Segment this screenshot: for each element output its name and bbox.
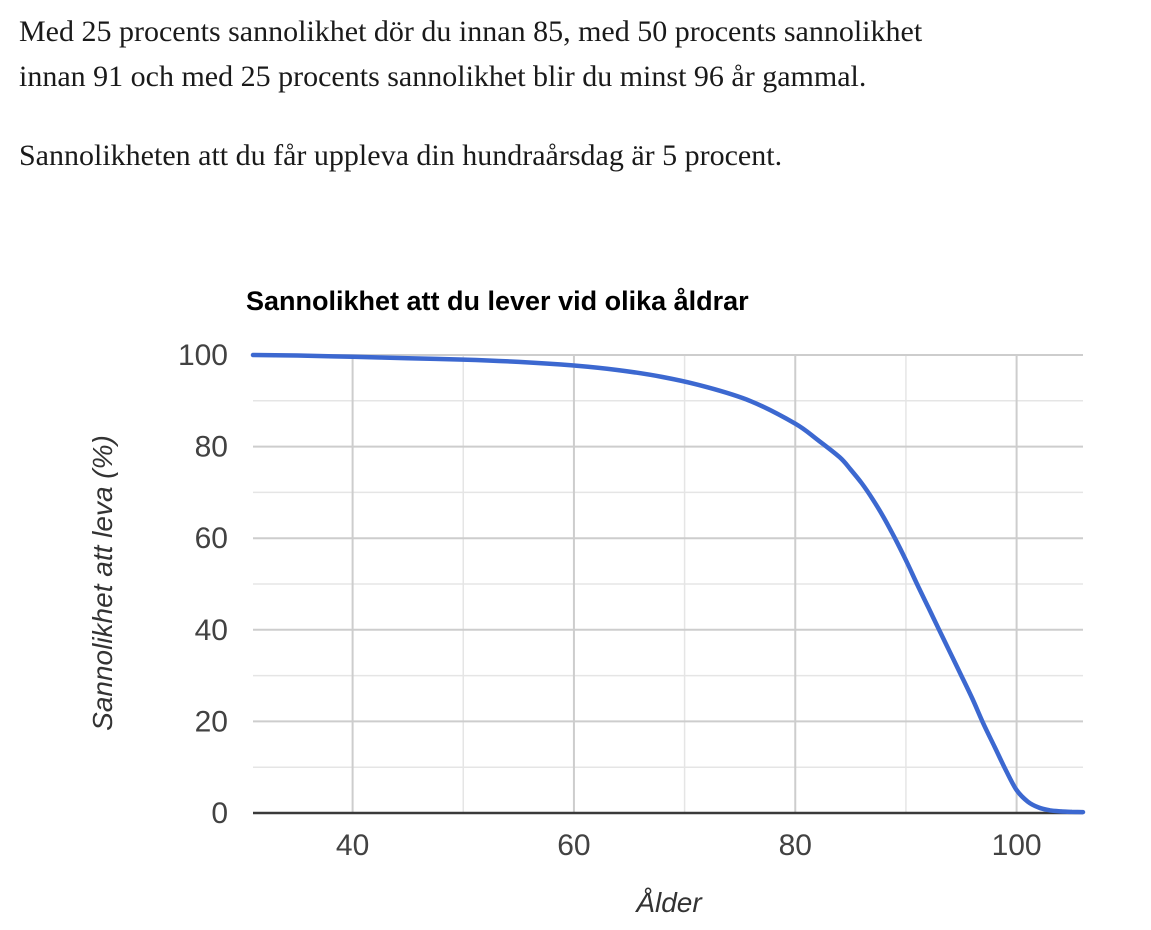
y-tick-label: 100 — [178, 340, 228, 372]
intro-paragraph-1-line-1: Med 25 procents sannolikhet dör du innan… — [19, 15, 923, 48]
y-tick-label: 60 — [195, 522, 228, 555]
intro-paragraph-2: Sannolikheten att du får uppleva din hun… — [19, 139, 783, 172]
plot-area: 40 60 80 100 0 20 40 60 80 100 — [178, 340, 1086, 862]
x-tick-label: 80 — [779, 829, 812, 862]
y-tick-label: 40 — [195, 614, 228, 647]
intro-paragraph-1-line-2: innan 91 och med 25 procents sannolikhet… — [19, 60, 867, 93]
y-axis-title: Sannolikhet att leva (%) — [87, 435, 118, 731]
survival-chart: Sannolikhet att du lever vid olika åldra… — [0, 270, 1151, 930]
y-tick-label: 20 — [195, 705, 228, 738]
intro-text: Med 25 procents sannolikhet dör du innan… — [19, 9, 922, 178]
x-tick-label: 60 — [557, 829, 590, 862]
y-tick-label: 80 — [195, 431, 228, 464]
x-tick-label: 100 — [992, 829, 1042, 862]
x-tick-label: 40 — [336, 829, 369, 862]
y-tick-label: 0 — [211, 797, 228, 830]
survival-curve — [250, 352, 1086, 815]
chart-title: Sannolikhet att du lever vid olika åldra… — [246, 286, 749, 316]
x-axis-title: Ålder — [636, 887, 702, 918]
